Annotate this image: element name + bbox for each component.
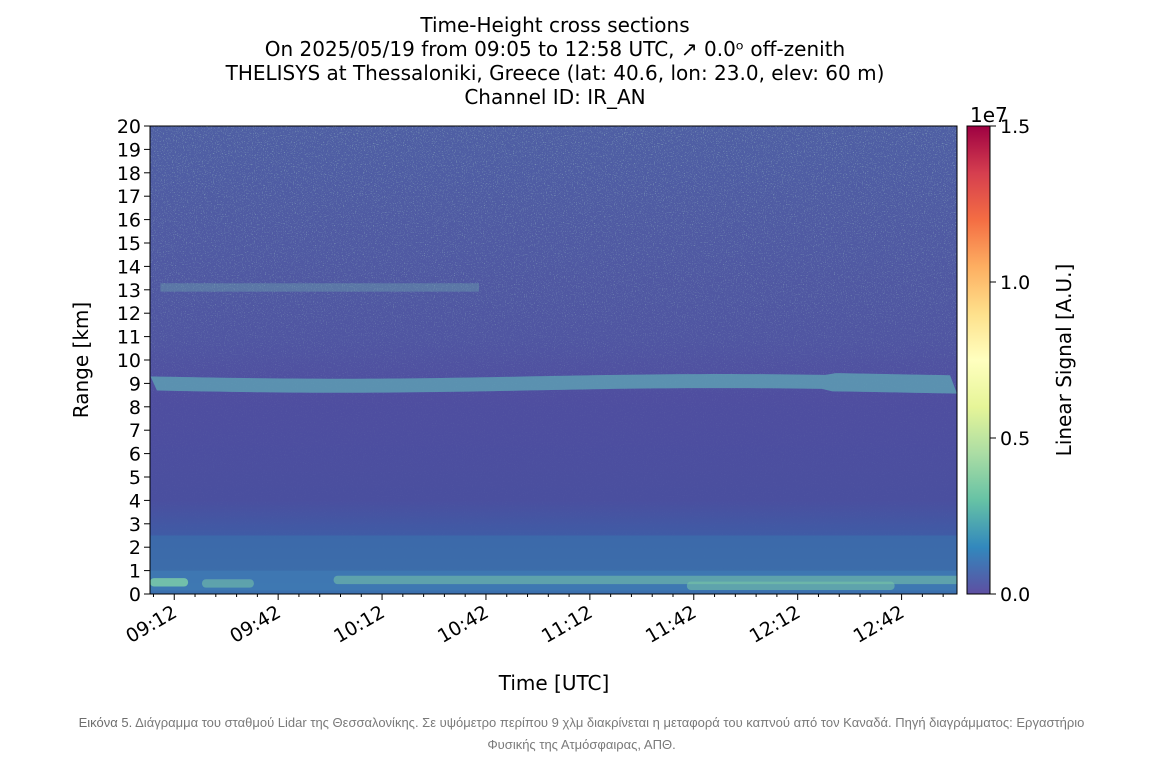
- y-tick-label: 4: [129, 490, 141, 512]
- x-tick-label: 10:12: [330, 601, 388, 647]
- y-tick-label: 14: [117, 256, 141, 278]
- y-tick-label: 2: [129, 537, 141, 559]
- x-tick-label: 09:12: [122, 601, 180, 647]
- y-tick-label: 12: [117, 303, 141, 325]
- y-tick-label: 17: [117, 186, 141, 208]
- y-tick-label: 13: [117, 280, 141, 302]
- chart-title-line-3: THELISYS at Thessaloniki, Greece (lat: 4…: [225, 61, 885, 85]
- colorbar-tick-label: 0.5: [1000, 428, 1030, 450]
- y-tick-label: 18: [117, 163, 141, 185]
- boundary-layer: [150, 535, 957, 571]
- colorbar-tick-label: 0.0: [1000, 584, 1030, 606]
- x-tick-label: 09:42: [226, 601, 284, 647]
- near-surface-streak: [150, 578, 189, 587]
- y-tick-label: 10: [117, 350, 141, 372]
- x-tick-label: 12:42: [850, 601, 908, 647]
- colorbar: 1e7 0.0 0.5 1.0 1.5 Linear Signal [A.U.]: [966, 103, 1076, 606]
- colorbar-tick-label: 1.5: [1000, 116, 1030, 138]
- figure-caption: Εικόνα 5. Διάγραμμα του σταθμού Lidar τη…: [60, 712, 1103, 756]
- colorbar-exponent: 1e7: [970, 103, 1008, 127]
- y-tick-label: 0: [129, 584, 141, 606]
- x-tick-label: 11:12: [538, 601, 596, 647]
- colorbar-label: Linear Signal [A.U.]: [1052, 264, 1076, 457]
- caption-label: Εικόνα 5.: [78, 715, 133, 730]
- chart-title-line-4: Channel ID: IR_AN: [464, 85, 646, 109]
- plot-area: [149, 125, 958, 595]
- y-tick-label: 6: [129, 444, 141, 466]
- colorbar-ticks: 0.0 0.5 1.0 1.5: [990, 116, 1030, 606]
- y-tick-label: 20: [117, 116, 141, 138]
- x-tick-label: 12:12: [746, 601, 804, 647]
- near-surface-streak: [201, 579, 254, 588]
- colorbar-gradient: [966, 125, 991, 595]
- y-tick-label: 8: [129, 397, 141, 419]
- heatmap-features: [150, 283, 957, 594]
- chart-title-line-1: Time-Height cross sections: [420, 13, 690, 37]
- y-tick-label: 5: [129, 467, 141, 489]
- y-tick-label: 15: [117, 233, 141, 255]
- x-tick-label: 10:42: [434, 601, 492, 647]
- y-tick-label: 19: [117, 139, 141, 161]
- lidar-figure: Time-Height cross sections On 2025/05/19…: [69, 13, 1076, 695]
- smoke-layer-9km: [150, 373, 957, 394]
- x-axis-label: Time [UTC]: [498, 671, 610, 695]
- x-tick-label: 11:42: [642, 601, 700, 647]
- near-surface-streak: [686, 581, 895, 591]
- layer-13km: [160, 283, 480, 292]
- y-tick-label: 7: [129, 420, 141, 442]
- heatmap-noise: [150, 126, 957, 594]
- y-tick-label: 3: [129, 514, 141, 536]
- caption-text: Διάγραμμα του σταθμού Lidar της Θεσσαλον…: [135, 715, 1085, 752]
- y-tick-label: 1: [129, 561, 141, 583]
- x-axis: 09:12 09:42 10:12 10:42 11:12 11:42 12:12 12:42: [122, 594, 944, 648]
- y-tick-label: 11: [117, 327, 141, 349]
- y-axis-label: Range [km]: [69, 302, 93, 418]
- chart-title-line-2: On 2025/05/19 from 09:05 to 12:58 UTC, ↗…: [264, 37, 846, 61]
- surface-band: [150, 590, 957, 594]
- y-tick-label: 16: [117, 210, 141, 232]
- y-tick-label: 9: [129, 373, 141, 395]
- colorbar-tick-label: 1.0: [1000, 272, 1030, 294]
